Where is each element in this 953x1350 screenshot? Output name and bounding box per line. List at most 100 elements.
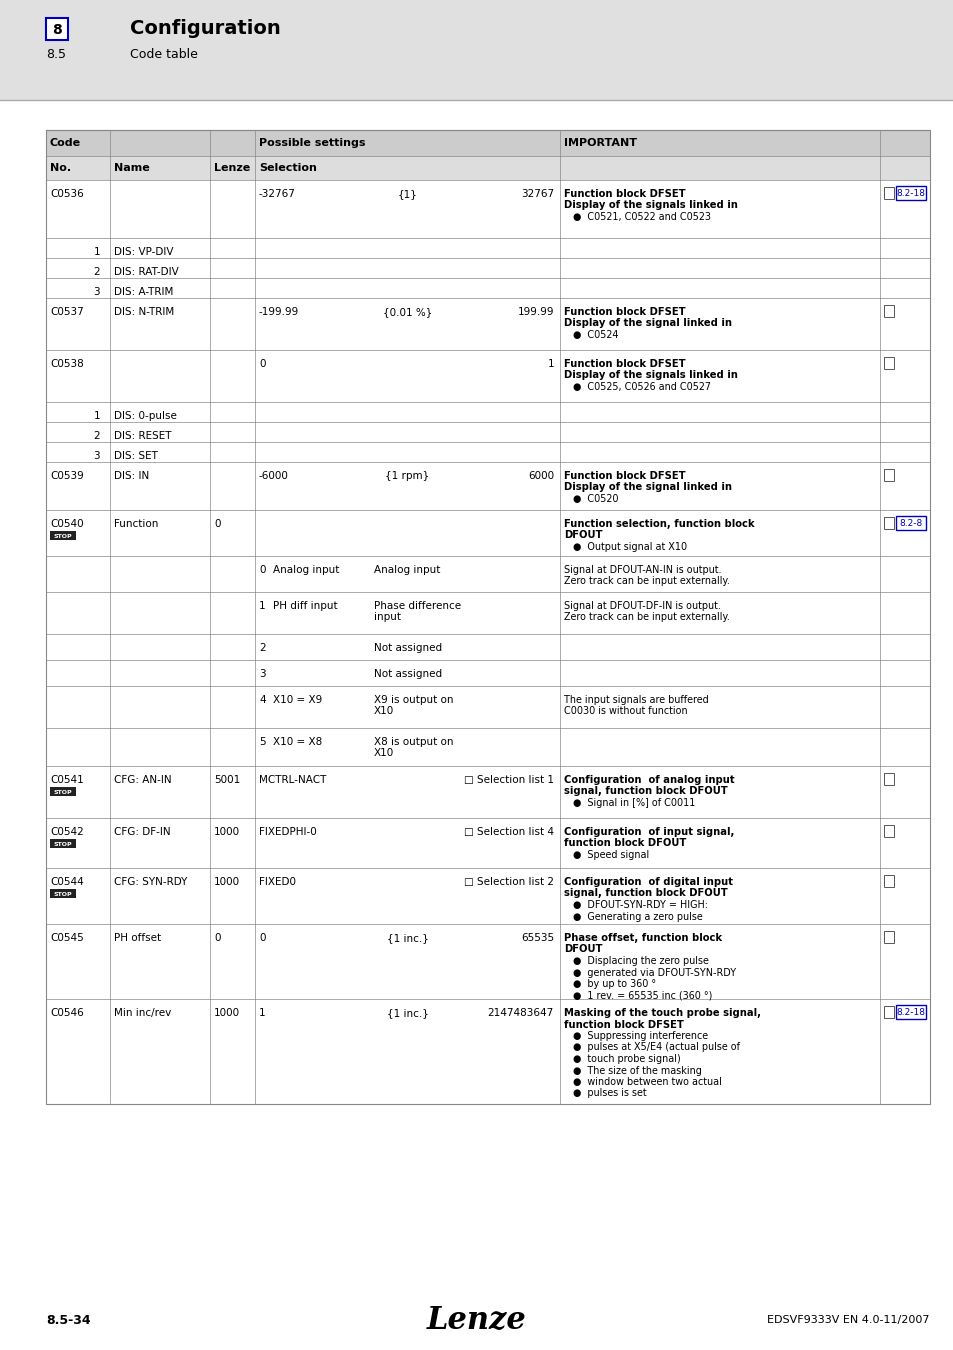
Text: ●  Generating a zero pulse: ● Generating a zero pulse bbox=[573, 911, 702, 922]
Text: ●  window between two actual: ● window between two actual bbox=[573, 1077, 721, 1087]
Text: ●  Suppressing interference: ● Suppressing interference bbox=[573, 1031, 707, 1041]
Text: Possible settings: Possible settings bbox=[258, 138, 365, 148]
Text: Analog input: Analog input bbox=[273, 566, 339, 575]
Text: 8.5: 8.5 bbox=[46, 49, 66, 62]
Text: {1 inc.}: {1 inc.} bbox=[386, 1008, 428, 1018]
Text: FIXED0: FIXED0 bbox=[258, 878, 295, 887]
Bar bbox=[883, 931, 893, 944]
Text: ●  Displacing the zero pulse: ● Displacing the zero pulse bbox=[573, 956, 708, 967]
Text: Configuration  of digital input: Configuration of digital input bbox=[563, 878, 732, 887]
Text: STOP: STOP bbox=[53, 891, 72, 896]
Text: function block DFOUT: function block DFOUT bbox=[563, 838, 685, 849]
Text: signal, function block DFOUT: signal, function block DFOUT bbox=[563, 888, 727, 899]
Bar bbox=[883, 825, 893, 837]
Text: 8: 8 bbox=[52, 23, 62, 36]
Text: DIS: RAT-DIV: DIS: RAT-DIV bbox=[113, 267, 178, 277]
Text: CFG: DF-IN: CFG: DF-IN bbox=[113, 828, 171, 837]
Text: {1 inc.}: {1 inc.} bbox=[386, 933, 428, 944]
Text: □ Selection list 1: □ Selection list 1 bbox=[463, 775, 554, 784]
Bar bbox=[46, 923, 929, 999]
Text: Function block DFSET: Function block DFSET bbox=[563, 471, 685, 481]
Text: Configuration  of analog input: Configuration of analog input bbox=[563, 775, 734, 784]
Bar bbox=[46, 180, 929, 238]
Text: 1: 1 bbox=[258, 1008, 265, 1018]
Text: 4: 4 bbox=[258, 695, 265, 705]
Text: IMPORTANT: IMPORTANT bbox=[563, 138, 637, 148]
Bar bbox=[883, 188, 893, 198]
Text: DIS: N-TRIM: DIS: N-TRIM bbox=[113, 306, 174, 317]
Text: ●  C0520: ● C0520 bbox=[573, 494, 618, 504]
Text: signal, function block DFOUT: signal, function block DFOUT bbox=[563, 787, 727, 796]
Bar bbox=[50, 838, 76, 848]
Text: DIS: RESET: DIS: RESET bbox=[113, 431, 172, 441]
Text: DFOUT: DFOUT bbox=[563, 531, 602, 540]
Text: ●  C0521, C0522 and C0523: ● C0521, C0522 and C0523 bbox=[573, 212, 710, 221]
Text: C0030 is without function: C0030 is without function bbox=[563, 706, 687, 717]
Text: 1: 1 bbox=[93, 247, 100, 256]
Text: Function block DFSET: Function block DFSET bbox=[563, 306, 685, 317]
Bar bbox=[46, 157, 929, 180]
Text: -199.99: -199.99 bbox=[258, 306, 299, 317]
Bar bbox=[46, 402, 929, 423]
Text: 0: 0 bbox=[258, 566, 265, 575]
Text: Phase difference: Phase difference bbox=[374, 601, 460, 612]
Text: DIS: IN: DIS: IN bbox=[113, 471, 149, 481]
Text: ●  Output signal at X10: ● Output signal at X10 bbox=[573, 541, 686, 552]
Text: 1: 1 bbox=[258, 601, 265, 612]
Bar bbox=[46, 686, 929, 728]
Text: {1}: {1} bbox=[397, 189, 417, 198]
Text: ●  C0525, C0526 and C0527: ● C0525, C0526 and C0527 bbox=[573, 382, 710, 391]
Text: □ Selection list 2: □ Selection list 2 bbox=[463, 878, 554, 887]
Bar bbox=[0, 0, 953, 100]
Text: 32767: 32767 bbox=[520, 189, 554, 198]
Text: Lenze: Lenze bbox=[427, 1304, 526, 1335]
Text: DIS: VP-DIV: DIS: VP-DIV bbox=[113, 247, 173, 256]
Bar bbox=[50, 890, 76, 898]
Text: 1000: 1000 bbox=[213, 1008, 240, 1018]
Bar bbox=[46, 423, 929, 441]
Bar bbox=[46, 868, 929, 923]
Text: Function block DFSET: Function block DFSET bbox=[563, 359, 685, 369]
Text: Name: Name bbox=[113, 163, 150, 173]
Text: C0546: C0546 bbox=[50, 1008, 84, 1018]
Text: 65535: 65535 bbox=[520, 933, 554, 944]
Text: 6000: 6000 bbox=[527, 471, 554, 481]
Text: Signal at DFOUT-AN-IN is output.: Signal at DFOUT-AN-IN is output. bbox=[563, 566, 720, 575]
Text: Display of the signals linked in: Display of the signals linked in bbox=[563, 370, 737, 381]
Bar bbox=[50, 787, 76, 796]
Text: ●  touch probe signal): ● touch probe signal) bbox=[573, 1054, 680, 1064]
Text: Configuration: Configuration bbox=[130, 19, 280, 38]
Text: CFG: SYN-RDY: CFG: SYN-RDY bbox=[113, 878, 187, 887]
Text: {0.01 %}: {0.01 %} bbox=[382, 306, 432, 317]
Text: Code table: Code table bbox=[130, 49, 197, 62]
Text: function block DFSET: function block DFSET bbox=[563, 1019, 683, 1030]
Text: Signal at DFOUT-DF-IN is output.: Signal at DFOUT-DF-IN is output. bbox=[563, 601, 720, 612]
Bar bbox=[883, 468, 893, 481]
Bar bbox=[46, 462, 929, 510]
Text: Zero track can be input externally.: Zero track can be input externally. bbox=[563, 613, 729, 622]
Text: Not assigned: Not assigned bbox=[374, 670, 441, 679]
Text: ●  DFOUT-SYN-RDY = HIGH:: ● DFOUT-SYN-RDY = HIGH: bbox=[573, 900, 707, 910]
Bar bbox=[46, 634, 929, 660]
Text: 5: 5 bbox=[258, 737, 265, 747]
Text: ●  1 rev. = 65535 inc (360 °): ● 1 rev. = 65535 inc (360 °) bbox=[573, 991, 712, 1000]
Text: ●  Signal in [%] of C0011: ● Signal in [%] of C0011 bbox=[573, 798, 695, 809]
Text: 8.5-34: 8.5-34 bbox=[46, 1314, 91, 1327]
Text: X10: X10 bbox=[374, 748, 394, 759]
Text: Masking of the touch probe signal,: Masking of the touch probe signal, bbox=[563, 1008, 760, 1018]
Bar bbox=[883, 1006, 893, 1018]
Bar bbox=[46, 278, 929, 298]
Text: 1: 1 bbox=[93, 410, 100, 421]
Text: Lenze: Lenze bbox=[213, 163, 250, 173]
Text: Not assigned: Not assigned bbox=[374, 643, 441, 653]
Text: 0: 0 bbox=[258, 933, 265, 944]
Text: -32767: -32767 bbox=[258, 189, 295, 198]
Bar bbox=[46, 765, 929, 818]
Bar bbox=[883, 875, 893, 887]
Text: 1000: 1000 bbox=[213, 828, 240, 837]
Text: 0: 0 bbox=[258, 359, 265, 369]
Text: PH offset: PH offset bbox=[113, 933, 161, 944]
Text: Min inc/rev: Min inc/rev bbox=[113, 1008, 172, 1018]
Text: Function selection, function block: Function selection, function block bbox=[563, 518, 754, 529]
Bar bbox=[46, 999, 929, 1104]
